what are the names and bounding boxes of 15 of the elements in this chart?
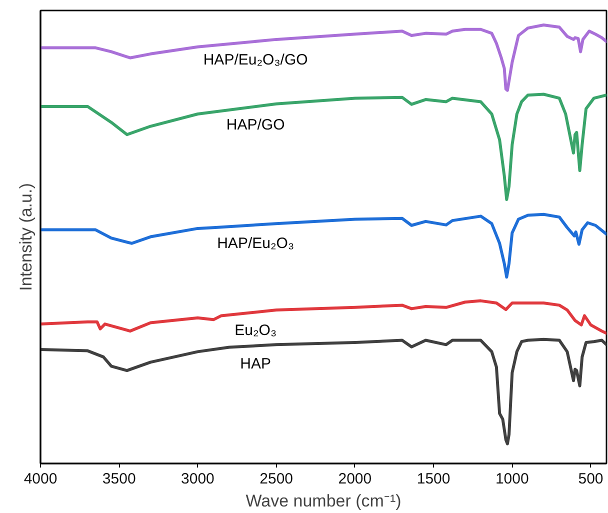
x-tick-label: 4000 [24, 470, 58, 488]
x-tick-label: 2000 [338, 470, 372, 488]
series-label: HAP/GO [226, 116, 285, 134]
y-axis-title: Intensity (a.u.) [16, 183, 36, 291]
x-tick-label: 1000 [495, 470, 529, 488]
series-label: Eu₂O₃ [234, 322, 277, 340]
x-tick-label: 3000 [181, 470, 214, 488]
x-tick-label: 2500 [260, 470, 294, 488]
x-tick-label: 3500 [102, 470, 136, 488]
x-tick-label: 1500 [416, 470, 450, 488]
x-axis-title: Wave number (cm⁻¹) [246, 492, 402, 510]
x-tick-label: 500 [578, 470, 604, 488]
series-label: HAP/Eu₂O₃/GO [203, 51, 308, 68]
series-label: HAP [240, 356, 272, 373]
series-label: HAP/Eu₂O₃ [217, 234, 294, 252]
